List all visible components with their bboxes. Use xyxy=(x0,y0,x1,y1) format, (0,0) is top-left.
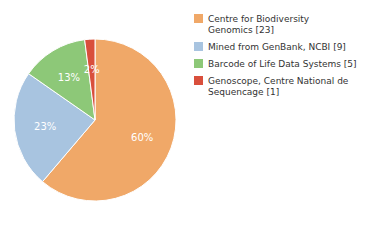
data-label: 23% xyxy=(34,121,56,132)
data-labels: 60% 23% 13% 2% xyxy=(34,64,153,142)
legend-swatch xyxy=(194,59,203,68)
legend-label-line: Mined from GenBank, NCBI [9] xyxy=(208,42,346,52)
pie-slice xyxy=(85,39,95,120)
legend-item: Mined from GenBank, NCBI [9] xyxy=(194,42,346,52)
legend-label: Barcode of Life Data Systems [5] xyxy=(208,59,357,69)
pie xyxy=(14,39,176,201)
data-label: 13% xyxy=(58,72,80,83)
legend-label-line: Centre for Biodiversity xyxy=(208,14,310,24)
data-label: 2% xyxy=(84,64,100,75)
legend-item: Genoscope, Centre National deSequencage … xyxy=(194,76,349,97)
legend-swatch xyxy=(194,42,203,51)
legend-swatch xyxy=(194,14,203,23)
legend-label-line: Barcode of Life Data Systems [5] xyxy=(208,59,357,69)
chart: 60% 23% 13% 2% Centre for BiodiversityGenomi… xyxy=(0,0,380,240)
pie-slice xyxy=(29,40,95,120)
legend-label-line: Genomics [23] xyxy=(208,25,274,35)
data-label: 60% xyxy=(131,132,153,143)
legend-label-line: Sequencage [1] xyxy=(208,87,279,97)
legend: Centre for BiodiversityGenomics [23] Mine… xyxy=(194,14,357,97)
legend-item: Barcode of Life Data Systems [5] xyxy=(194,59,357,69)
legend-label-line: Genoscope, Centre National de xyxy=(208,76,349,86)
legend-label: Centre for BiodiversityGenomics [23] xyxy=(208,14,310,35)
legend-swatch xyxy=(194,76,203,85)
legend-label: Genoscope, Centre National deSequencage … xyxy=(208,76,349,97)
legend-label: Mined from GenBank, NCBI [9] xyxy=(208,42,346,52)
legend-item: Centre for BiodiversityGenomics [23] xyxy=(194,14,310,35)
